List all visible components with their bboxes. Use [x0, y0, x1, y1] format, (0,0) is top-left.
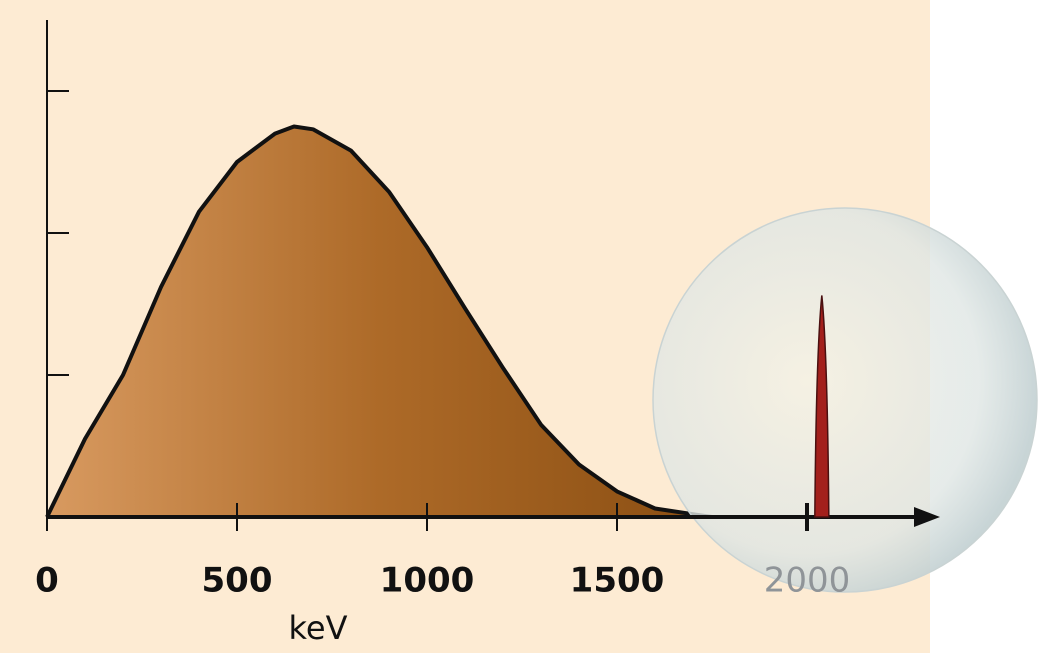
x-tick-label: 1500 [570, 561, 665, 601]
x-tick-label: 0 [35, 561, 59, 601]
magnifier-lens [653, 208, 1037, 592]
x-axis-label: keV [289, 609, 348, 647]
chart: 0 500 1000 1500 2000 keV [0, 0, 1043, 653]
x-tick-label: 1000 [380, 561, 475, 601]
x-tick-label: 500 [202, 561, 273, 601]
x-tick-label: 2000 [764, 561, 851, 601]
